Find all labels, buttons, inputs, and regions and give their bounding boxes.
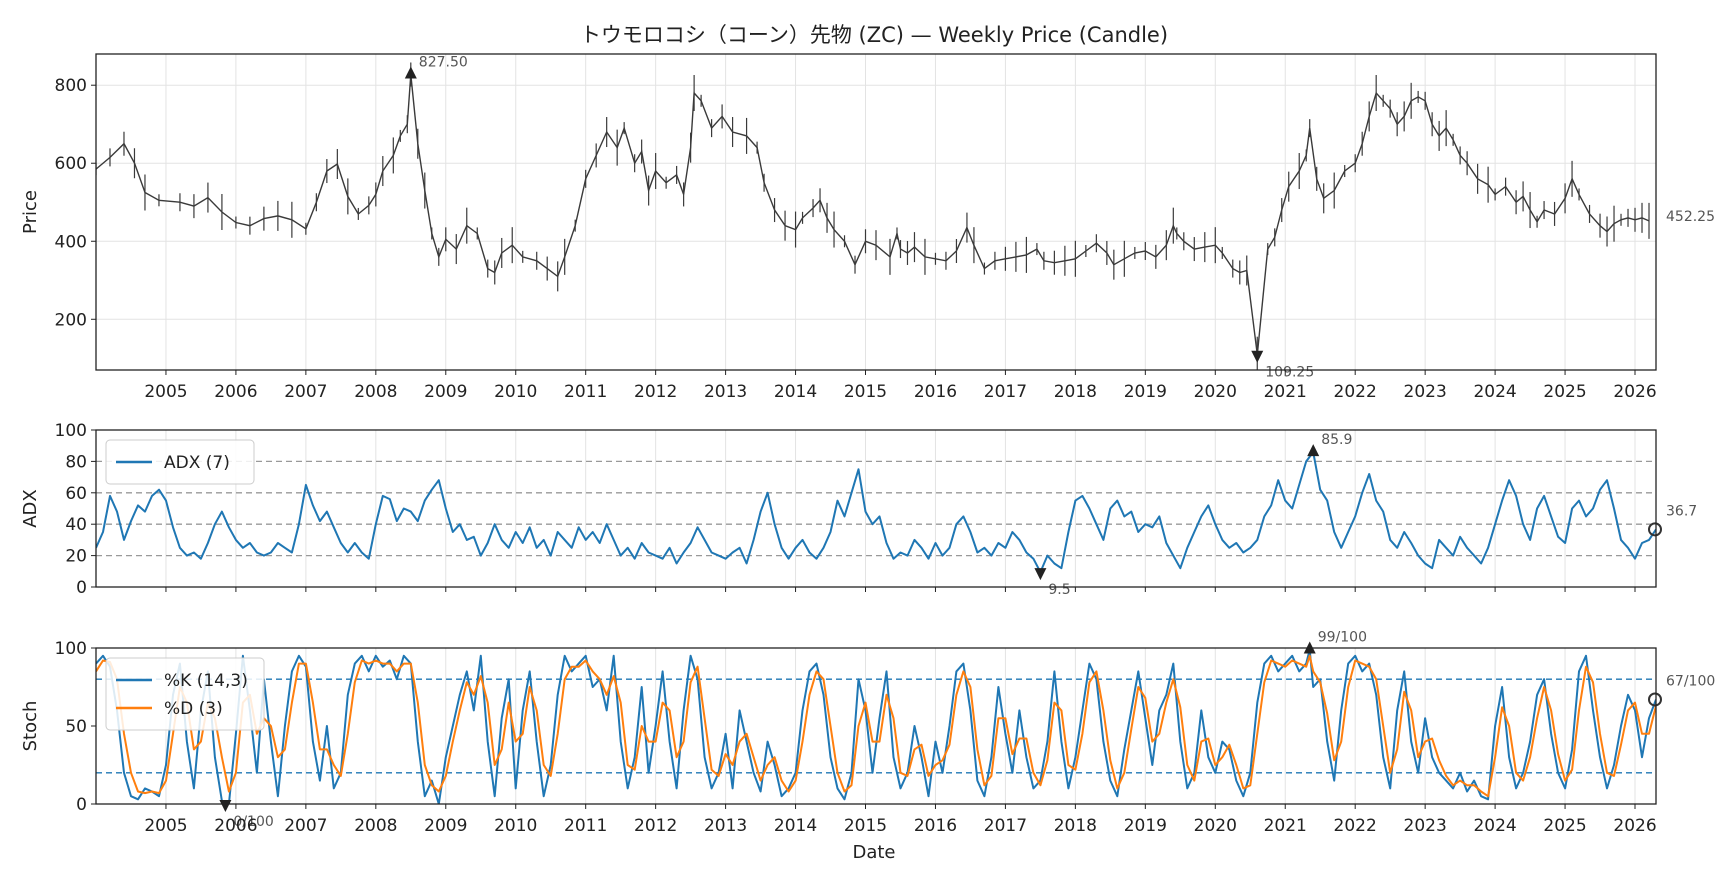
max-marker (1307, 444, 1320, 457)
chart-title: トウモロコシ（コーン）先物 (ZC) — Weekly Price (Candl… (580, 23, 1168, 47)
x-tick-label: 2006 (214, 382, 257, 402)
min-marker (219, 800, 232, 812)
x-tick-label: 2015 (844, 382, 887, 402)
y-tick-label: 600 (55, 154, 87, 174)
legend-label: %D (3) (164, 699, 223, 719)
max-annotation: 85.9 (1321, 432, 1352, 448)
y-axis-label: Stoch (20, 701, 41, 752)
panel-3: 0 50 100 99/100 0/100 67/100 2005 2006 2007 2008 2… (20, 630, 1715, 836)
x-tick-label: 2014 (774, 816, 817, 836)
last-value-label: 452.25 (1666, 209, 1715, 225)
plot-frame (95, 53, 1657, 371)
x-tick-label: 2015 (844, 816, 887, 836)
x-tick-label: 2019 (1124, 382, 1167, 402)
y-tick-label: 0 (76, 578, 87, 598)
series-line-2 (96, 654, 1656, 798)
x-tick-label: 2026 (1613, 382, 1656, 402)
x-tick-label: 2018 (1054, 382, 1097, 402)
x-tick-label: 2019 (1124, 816, 1167, 836)
x-tick-label: 2020 (1194, 382, 1237, 402)
x-tick-label: 2017 (984, 816, 1027, 836)
max-marker (404, 66, 417, 79)
x-tick-label: 2010 (494, 816, 537, 836)
x-tick-label: 2023 (1404, 382, 1447, 402)
x-tick-label: 2021 (1264, 382, 1307, 402)
x-tick-label: 2014 (774, 382, 817, 402)
x-tick-label: 2013 (704, 382, 747, 402)
y-tick-label: 0 (76, 795, 87, 815)
x-tick-label: 2018 (1054, 816, 1097, 836)
x-tick-label: 2010 (494, 382, 537, 402)
x-tick-label: 2026 (1613, 816, 1656, 836)
last-value-label: 67/100 (1666, 673, 1715, 689)
x-tick-label: 2016 (914, 816, 957, 836)
panel-1: 200 400 600 800 827.50 109.25 452.25 2005 2006 20… (20, 53, 1715, 402)
last-value-marker (1648, 692, 1662, 707)
x-tick-label: 2011 (564, 816, 607, 836)
max-annotation: 99/100 (1318, 630, 1367, 646)
legend-box (105, 657, 265, 731)
y-tick-label: 200 (55, 310, 87, 330)
x-tick-label: 2016 (914, 382, 957, 402)
min-annotation: 109.25 (1265, 365, 1314, 381)
min-annotation: 0/100 (233, 814, 273, 830)
y-tick-label: 80 (65, 452, 87, 472)
x-tick-label: 2025 (1543, 382, 1586, 402)
min-marker (1251, 350, 1264, 363)
y-axis-label: Price (20, 190, 41, 234)
x-tick-label: 2007 (284, 816, 327, 836)
y-tick-label: 100 (55, 421, 87, 441)
x-tick-label: 2005 (144, 816, 187, 836)
legend-label: %K (14,3) (164, 671, 248, 691)
x-tick-label: 2012 (634, 816, 677, 836)
x-tick-label: 2022 (1334, 382, 1377, 402)
x-tick-label: 2020 (1194, 816, 1237, 836)
series-line-1 (96, 451, 1656, 574)
y-tick-label: 40 (65, 515, 87, 535)
x-tick-label: 2022 (1334, 816, 1377, 836)
x-tick-label: 2007 (284, 382, 327, 402)
x-tick-label: 2013 (704, 816, 747, 836)
y-tick-label: 50 (65, 717, 87, 737)
plot-frame (95, 647, 1657, 805)
min-marker (1034, 568, 1047, 581)
max-annotation: 827.50 (419, 54, 468, 70)
y-tick-label: 100 (55, 639, 87, 659)
y-tick-label: 800 (55, 76, 87, 96)
y-tick-label: 400 (55, 232, 87, 252)
x-tick-label: 2017 (984, 382, 1027, 402)
y-tick-label: 20 (65, 547, 87, 567)
series-line-1 (96, 648, 1656, 804)
x-tick-label: 2025 (1543, 816, 1586, 836)
x-tick-label: 2024 (1473, 816, 1516, 836)
x-tick-label: 2023 (1404, 816, 1447, 836)
x-tick-label: 2024 (1473, 382, 1516, 402)
legend-box (105, 439, 255, 485)
plot-frame (95, 429, 1657, 588)
x-tick-label: 2009 (424, 382, 467, 402)
panel-2: 0 20 40 60 80 100 85.9 9.5 36.7 ADX ADX (7) (20, 421, 1697, 598)
price-line (96, 74, 1650, 355)
x-tick-label: 2006 (214, 816, 257, 836)
x-tick-label: 2011 (564, 382, 607, 402)
x-axis-label: Date (852, 842, 895, 863)
x-tick-label: 2008 (354, 816, 397, 836)
y-axis-label: ADX (20, 489, 41, 528)
last-value-marker (1648, 522, 1662, 537)
x-tick-label: 2008 (354, 382, 397, 402)
y-tick-label: 60 (65, 484, 87, 504)
x-tick-label: 2005 (144, 382, 187, 402)
x-tick-label: 2021 (1264, 816, 1307, 836)
x-tick-label: 2012 (634, 382, 677, 402)
legend-label: ADX (7) (164, 453, 230, 473)
x-tick-label: 2009 (424, 816, 467, 836)
min-annotation: 9.5 (1048, 582, 1070, 598)
last-value-label: 36.7 (1666, 503, 1697, 519)
